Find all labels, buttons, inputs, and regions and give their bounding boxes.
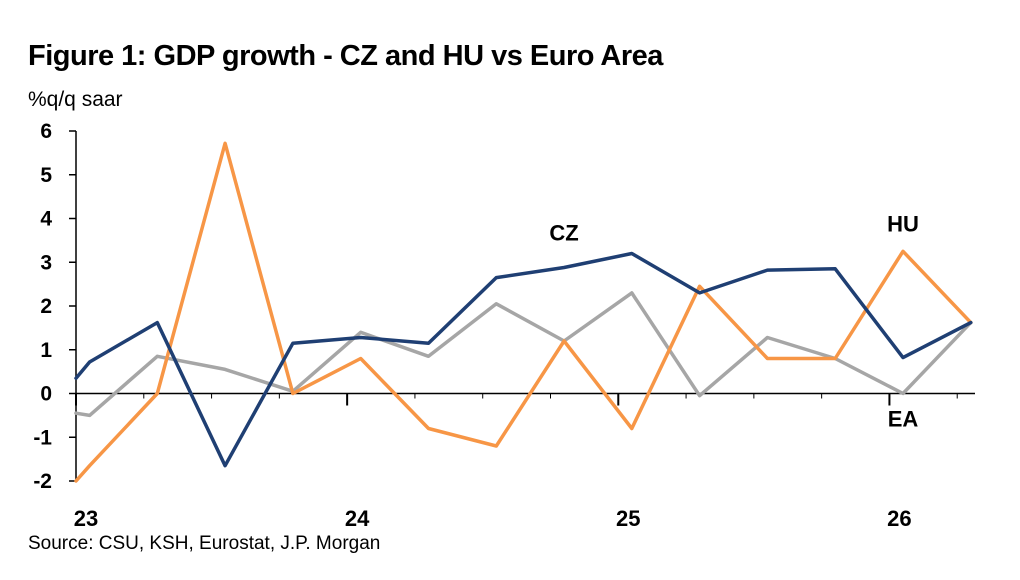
x-tick-label: 24 bbox=[345, 506, 370, 531]
source-note: Source: CSU, KSH, Eurostat, J.P. Morgan bbox=[28, 533, 381, 554]
series-line-hu bbox=[74, 141, 973, 483]
series-line-cz bbox=[74, 251, 973, 468]
y-tick-label: 3 bbox=[40, 251, 52, 274]
series-label-ea: EA bbox=[888, 406, 919, 431]
y-tick-label: 6 bbox=[40, 120, 52, 143]
y-tick-label: 5 bbox=[40, 164, 52, 187]
x-tick-label: 23 bbox=[74, 506, 98, 531]
series-label-cz: CZ bbox=[549, 220, 578, 245]
y-tick-label: 4 bbox=[40, 208, 52, 231]
y-tick-label: 2 bbox=[40, 295, 52, 318]
y-tick-label: -1 bbox=[33, 426, 52, 449]
x-tick-label: 25 bbox=[616, 506, 640, 531]
x-tick-label: 26 bbox=[887, 506, 911, 531]
y-tick-label: 0 bbox=[40, 383, 52, 406]
y-tick-label: 1 bbox=[40, 339, 52, 362]
series-label-hu: HU bbox=[887, 212, 919, 237]
y-axis-units: %q/q saar bbox=[28, 88, 123, 111]
y-tick-label: -2 bbox=[33, 470, 52, 493]
chart-title: Figure 1: GDP growth - CZ and HU vs Euro… bbox=[28, 40, 663, 72]
series-line-ea bbox=[74, 291, 973, 418]
